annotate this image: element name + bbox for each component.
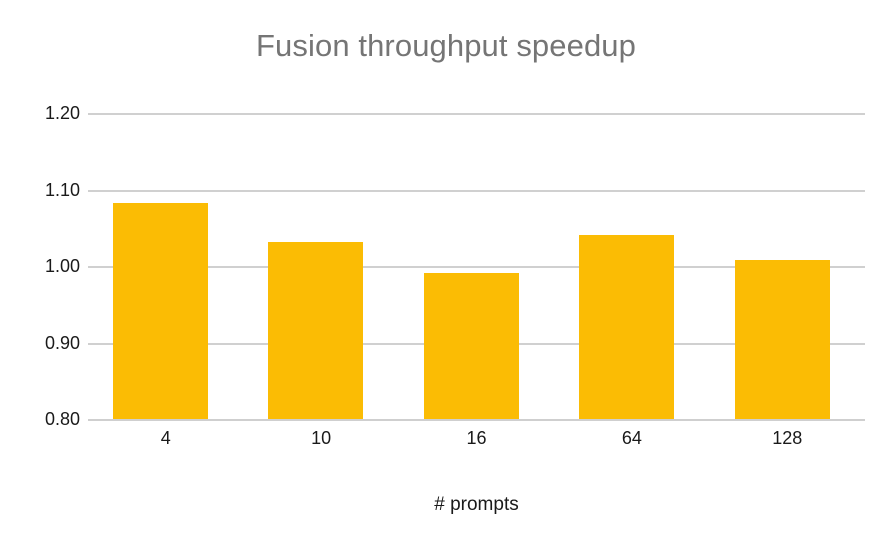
bar-slot bbox=[243, 113, 398, 419]
bar[interactable] bbox=[268, 242, 364, 419]
x-axis: 4 10 16 64 128 bbox=[88, 429, 865, 459]
gridline bbox=[88, 189, 865, 192]
chart-title: Fusion throughput speedup bbox=[256, 28, 636, 63]
y-axis-tick-label: 1.10 bbox=[44, 179, 80, 200]
x-axis-tick-label: 10 bbox=[311, 428, 332, 448]
gridline bbox=[88, 266, 865, 268]
x-axis-tick-label: 4 bbox=[160, 428, 171, 448]
bar[interactable] bbox=[423, 272, 519, 419]
bar[interactable] bbox=[579, 235, 675, 419]
y-axis-tick-label: 0.90 bbox=[44, 332, 80, 353]
plot-area bbox=[88, 113, 865, 421]
x-axis-title: # prompts bbox=[434, 494, 519, 515]
x-axis-tick-label: 128 bbox=[772, 428, 803, 448]
gridline bbox=[88, 113, 865, 115]
bar[interactable] bbox=[113, 202, 208, 419]
bar-slot bbox=[710, 113, 865, 419]
y-axis-tick-label: 0.80 bbox=[44, 409, 80, 429]
y-axis-tick-label: 1.00 bbox=[44, 256, 80, 276]
gridline bbox=[88, 419, 865, 421]
bars-group bbox=[88, 113, 865, 419]
bar-slot bbox=[399, 113, 554, 419]
x-axis-tick-label: 16 bbox=[466, 428, 487, 448]
y-axis: 1.20 1.10 1.00 0.90 0.80 bbox=[0, 0, 80, 550]
bar-slot bbox=[554, 113, 709, 419]
y-axis-tick-label: 1.20 bbox=[44, 103, 80, 123]
x-axis-tick-label: 64 bbox=[621, 428, 642, 448]
bar-slot bbox=[88, 113, 243, 419]
bar[interactable] bbox=[734, 259, 830, 419]
